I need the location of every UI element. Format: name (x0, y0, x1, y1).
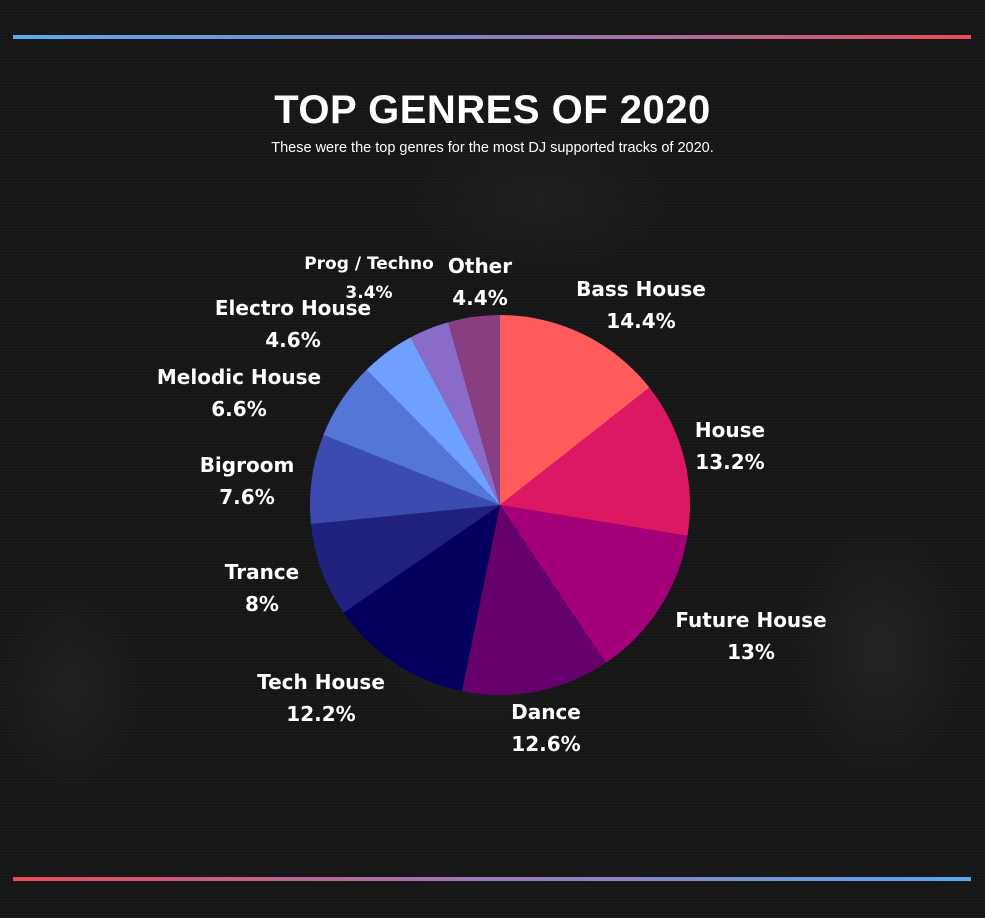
slice-dance (462, 505, 606, 695)
label-electro-house: Electro House (215, 296, 371, 320)
slice-future-house (500, 505, 688, 663)
slice-prog-techno (410, 322, 500, 505)
value-label-other: 4.4% (452, 286, 507, 310)
slice-tech-house (343, 505, 500, 692)
label-melodic-house: Melodic House (157, 365, 321, 389)
label-bass-house: Bass House (576, 277, 706, 301)
label-other: Other (448, 254, 512, 278)
value-label-trance: 8% (245, 592, 279, 616)
slice-electro-house (366, 337, 500, 505)
label-trance: Trance (225, 560, 299, 584)
slice-other (448, 315, 500, 505)
label-future-house: Future House (675, 608, 826, 632)
value-label-tech-house: 12.2% (286, 702, 355, 726)
value-label-bigroom: 7.6% (219, 485, 274, 509)
value-label-electro-house: 4.6% (265, 328, 320, 352)
value-label-dance: 12.6% (511, 732, 580, 756)
chart-subtitle: These were the top genres for the most D… (271, 140, 714, 156)
slice-bigroom (310, 435, 500, 525)
value-label-melodic-house: 6.6% (211, 397, 266, 421)
pie-slices (310, 315, 690, 695)
top-gradient-rule (13, 35, 971, 39)
slice-melodic-house (323, 369, 500, 505)
slice-bass-house (500, 315, 650, 505)
value-label-future-house: 13% (727, 640, 775, 664)
slice-house (500, 387, 690, 536)
label-bigroom: Bigroom (200, 453, 295, 477)
value-label-house: 13.2% (695, 450, 764, 474)
label-house: House (695, 418, 765, 442)
slice-trance (310, 505, 500, 613)
label-tech-house: Tech House (257, 670, 385, 694)
label-prog-techno: Prog / Techno (304, 254, 434, 274)
chart-title: TOP GENRES OF 2020 (274, 88, 711, 132)
bottom-gradient-rule (13, 877, 971, 881)
pie-labels: Bass House 14.4% House 13.2% Future House 13%… (157, 254, 827, 756)
value-label-bass-house: 14.4% (606, 309, 675, 333)
value-label-prog-techno: 3.4% (345, 283, 392, 303)
label-dance: Dance (511, 700, 581, 724)
